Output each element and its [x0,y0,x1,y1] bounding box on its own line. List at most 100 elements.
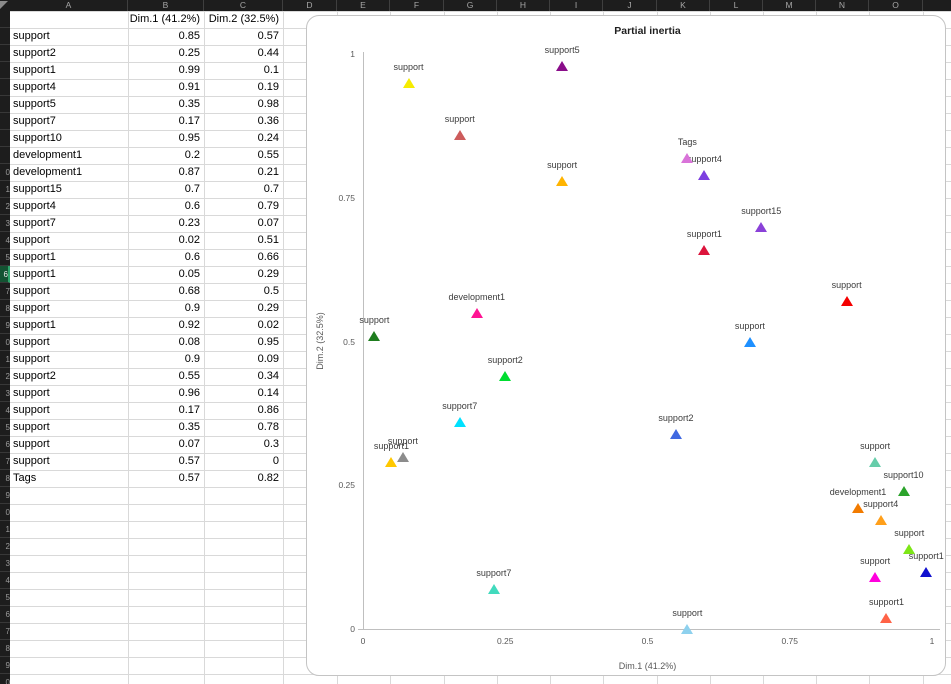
data-point-marker[interactable] [385,457,398,468]
cell-label[interactable]: support7 [13,115,56,127]
cell-dim2-value[interactable]: 0.5 [263,285,279,297]
cell-label[interactable]: support15 [13,183,62,195]
cell-dim2-value[interactable]: 0.57 [257,30,279,42]
cell-dim2-value[interactable]: 0.79 [257,200,279,212]
row-header-24[interactable]: 4 [0,402,10,419]
cell-dim2-value[interactable]: 0.86 [257,404,279,416]
row-header-8[interactable] [0,130,10,147]
cell-dim2-value[interactable]: 0.7 [263,183,279,195]
row-header-23[interactable]: 3 [0,385,10,402]
cell-dim1-value[interactable]: 0.95 [178,132,200,144]
row-header-22[interactable]: 2 [0,368,10,385]
cell-dim2-value[interactable]: 0.66 [257,251,279,263]
cell-dim1-value[interactable]: 0.9 [184,353,200,365]
column-header-e[interactable]: E [337,0,390,11]
row-header-26[interactable]: 6 [0,436,10,453]
data-point-marker[interactable] [698,244,711,255]
data-point-marker[interactable] [396,451,409,462]
data-point-marker[interactable] [920,566,933,577]
data-point-marker[interactable] [869,572,882,583]
cell-label[interactable]: support [13,30,50,42]
cell-label[interactable]: development1 [13,166,83,178]
cell-label[interactable]: support [13,285,50,297]
data-point-marker[interactable] [698,169,711,180]
cell-dim2-value[interactable]: 0.95 [257,336,279,348]
cell-dim2-value[interactable]: 0.44 [257,47,279,59]
cell-dim1-value[interactable]: 0.96 [178,387,200,399]
column-header-j[interactable]: J [603,0,657,11]
cell-dim1-value[interactable]: 0.68 [178,285,200,297]
cell-label[interactable]: support [13,421,50,433]
cell-dim1-value[interactable]: 0.35 [178,98,200,110]
cell-dim2-value[interactable]: 0 [272,455,279,467]
cell-dim1-value[interactable]: 0.87 [178,166,200,178]
column-header-i[interactable]: I [550,0,603,11]
select-all-corner[interactable] [0,0,10,11]
row-header-17[interactable]: 7 [0,283,10,300]
data-point-marker[interactable] [681,152,694,163]
column-header-b[interactable]: B [128,0,204,11]
data-point-marker[interactable] [869,457,882,468]
column-header-d[interactable]: D [283,0,337,11]
cell-label[interactable]: Tags [13,472,37,484]
row-header-13[interactable]: 3 [0,215,10,232]
cell-label[interactable]: support4 [13,200,56,212]
data-point-marker[interactable] [556,60,569,71]
cell-dim1-value[interactable]: 0.57 [178,472,200,484]
row-header-38[interactable]: 8 [0,640,10,657]
column-header-h[interactable]: H [497,0,550,11]
cell-dim2-value[interactable]: 0.14 [257,387,279,399]
data-point-marker[interactable] [368,330,381,341]
cell-dim2-value[interactable]: 0.19 [257,81,279,93]
data-point-marker[interactable] [453,129,466,140]
cell-dim2-value[interactable]: 0.78 [257,421,279,433]
row-header-32[interactable]: 2 [0,538,10,555]
cell-dim1-value[interactable]: 0.85 [178,30,200,42]
cell-label[interactable]: support1 [13,64,56,76]
cell-dim1-value[interactable]: 0.2 [184,149,200,161]
row-header-25[interactable]: 5 [0,419,10,436]
chart[interactable]: Partial inertia Dim.2 (32.5%) Dim.1 (41.… [306,15,946,676]
cell-c1-dim2-header[interactable]: Dim.2 (32.5%) [208,13,279,25]
column-header-f[interactable]: F [390,0,444,11]
cell-dim2-value[interactable]: 0.3 [263,438,279,450]
data-point-marker[interactable] [470,307,483,318]
cell-label[interactable]: support1 [13,251,56,263]
column-header-c[interactable]: C [204,0,283,11]
cell-dim1-value[interactable]: 0.05 [178,268,200,280]
row-header-18[interactable]: 8 [0,300,10,317]
row-header-20[interactable]: 0 [0,334,10,351]
cell-label[interactable]: support [13,353,50,365]
column-header-m[interactable]: M [763,0,816,11]
row-header-7[interactable] [0,113,10,130]
row-header-10[interactable]: 0 [0,164,10,181]
column-header-n[interactable]: N [816,0,869,11]
data-point-marker[interactable] [897,486,910,496]
cell-label[interactable]: support [13,404,50,416]
row-header-37[interactable]: 7 [0,623,10,640]
column-header-g[interactable]: G [444,0,497,11]
cell-label[interactable]: support [13,438,50,450]
cell-dim2-value[interactable]: 0.82 [257,472,279,484]
cell-dim2-value[interactable]: 0.51 [257,234,279,246]
cell-b1-dim1-header[interactable]: Dim.1 (41.2%) [129,13,200,25]
row-header-11[interactable]: 1 [0,181,10,198]
cell-dim1-value[interactable]: 0.7 [184,183,200,195]
cell-dim1-value[interactable]: 0.02 [178,234,200,246]
data-point-marker[interactable] [874,514,887,525]
cell-label[interactable]: support [13,387,50,399]
row-header-2[interactable] [0,28,10,45]
cell-label[interactable]: support7 [13,217,56,229]
cell-label[interactable]: development1 [13,149,83,161]
data-point-marker[interactable] [743,336,756,347]
row-header-6[interactable] [0,96,10,113]
cell-dim2-value[interactable]: 0.24 [257,132,279,144]
row-header-40[interactable]: 0 [0,674,10,684]
cell-dim2-value[interactable]: 0.09 [257,353,279,365]
cell-dim1-value[interactable]: 0.6 [184,251,200,263]
cell-label[interactable]: support [13,455,50,467]
cell-dim1-value[interactable]: 0.91 [178,81,200,93]
row-header-27[interactable]: 7 [0,453,10,470]
column-header-k[interactable]: K [657,0,710,11]
data-point-marker[interactable] [681,624,694,634]
